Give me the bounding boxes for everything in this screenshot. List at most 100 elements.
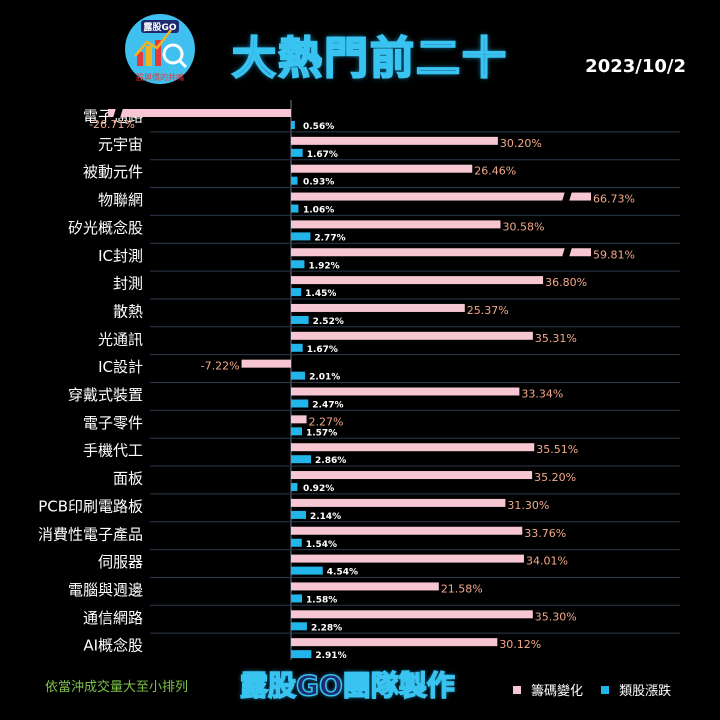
chip-value-label: 25.37% bbox=[467, 304, 509, 317]
category-label: 消費性電子產品 bbox=[38, 525, 143, 543]
price-value-label: 2.01% bbox=[309, 373, 340, 383]
price-value-label: 1.57% bbox=[306, 428, 337, 438]
price-bar bbox=[291, 371, 306, 380]
price-value-label: 0.92% bbox=[303, 484, 334, 494]
legend-swatch-chip bbox=[513, 685, 521, 694]
chip-bar bbox=[291, 164, 473, 173]
logo-text-top: 露股GO bbox=[143, 22, 176, 33]
logo: 露股GO 股與價的共鳴 bbox=[125, 14, 195, 84]
chip-value-label: 31.30% bbox=[507, 499, 549, 512]
legend-item-price: 類股漲跌 bbox=[601, 680, 671, 699]
chip-bar bbox=[291, 638, 498, 647]
price-bar bbox=[291, 427, 302, 436]
chip-bar bbox=[291, 303, 465, 312]
price-value-label: 1.67% bbox=[307, 345, 338, 355]
logo-text-bottom: 股與價的共鳴 bbox=[136, 72, 184, 82]
category-label: 面板 bbox=[113, 470, 143, 488]
chip-bar bbox=[291, 387, 520, 396]
chip-bar bbox=[291, 582, 439, 591]
price-bar bbox=[291, 399, 309, 408]
legend-label-chip: 籌碼變化 bbox=[531, 684, 584, 699]
price-value-label: 1.06% bbox=[303, 206, 334, 216]
sort-note: 依當沖成交量大至小排列 bbox=[45, 680, 189, 695]
price-value-label: 2.28% bbox=[311, 623, 342, 633]
price-value-label: 2.77% bbox=[314, 233, 345, 243]
category-label: 光通訊 bbox=[98, 330, 143, 348]
price-bar bbox=[291, 566, 323, 575]
chip-value-label: 35.20% bbox=[534, 471, 576, 484]
legend-label-price: 類股漲跌 bbox=[619, 684, 672, 699]
chip-bar bbox=[291, 276, 544, 285]
category-label: 穿戴式裝置 bbox=[68, 386, 143, 404]
price-value-label: 0.56% bbox=[303, 122, 334, 132]
chip-value-label: 21.58% bbox=[441, 582, 483, 595]
chip-bar bbox=[291, 443, 535, 452]
price-value-label: 2.52% bbox=[313, 317, 344, 327]
price-value-label: 1.92% bbox=[308, 261, 339, 271]
price-bar bbox=[291, 343, 303, 352]
price-bar bbox=[291, 455, 312, 464]
category-label: 通信網路 bbox=[83, 609, 143, 627]
chip-bar bbox=[291, 192, 591, 201]
price-value-label: 1.67% bbox=[307, 150, 338, 160]
category-label: 封測 bbox=[113, 275, 143, 293]
price-bar bbox=[291, 176, 298, 185]
price-value-label: 1.58% bbox=[306, 595, 337, 605]
price-value-label: 1.45% bbox=[305, 289, 336, 299]
chip-bar bbox=[291, 471, 533, 480]
chip-value-label: 34.01% bbox=[526, 555, 568, 568]
price-bar bbox=[291, 260, 305, 269]
price-bar bbox=[291, 622, 307, 631]
price-bar bbox=[291, 483, 298, 492]
chart: 電子通路-26.71%0.56%元宇宙30.20%1.67%被動元件26.46%… bbox=[38, 100, 680, 660]
price-bar bbox=[291, 510, 306, 519]
price-bar bbox=[291, 650, 312, 659]
category-label: 電腦與週邊 bbox=[68, 581, 143, 599]
chip-bar bbox=[291, 136, 498, 145]
chip-bar bbox=[291, 526, 523, 535]
axis-break-mark bbox=[562, 191, 572, 202]
chip-value-label: -7.22% bbox=[201, 360, 240, 373]
chip-value-label: 35.30% bbox=[535, 610, 577, 623]
chip-bar bbox=[291, 415, 307, 424]
chip-bar bbox=[291, 220, 501, 229]
price-bar bbox=[291, 204, 299, 213]
chip-value-label: 35.51% bbox=[536, 443, 578, 456]
chip-bar bbox=[291, 554, 524, 563]
chip-value-label: 59.81% bbox=[593, 248, 635, 261]
chip-bar bbox=[108, 109, 291, 117]
category-label: 電子零件 bbox=[83, 414, 143, 432]
chip-value-label: 66.73% bbox=[593, 193, 635, 206]
price-value-label: 2.14% bbox=[310, 512, 341, 522]
chart-date: 2023/10/2 bbox=[585, 56, 686, 77]
price-bar bbox=[291, 232, 311, 241]
chip-value-label: 33.76% bbox=[524, 527, 566, 540]
price-bar bbox=[291, 148, 303, 157]
price-value-label: 2.91% bbox=[315, 651, 346, 660]
chip-value-label: 30.12% bbox=[499, 638, 541, 651]
category-label: 手機代工 bbox=[83, 442, 143, 460]
chip-value-label: 33.34% bbox=[521, 388, 563, 401]
category-label: 矽光概念股 bbox=[68, 219, 143, 237]
price-bar bbox=[291, 121, 295, 129]
chart-legend: 籌碼變化 類股漲跌 bbox=[513, 680, 685, 699]
price-value-label: 1.54% bbox=[306, 540, 337, 550]
chip-value-label: 35.31% bbox=[535, 332, 577, 345]
price-bar bbox=[291, 315, 309, 324]
category-label: IC封測 bbox=[98, 247, 143, 265]
legend-item-chip: 籌碼變化 bbox=[513, 680, 583, 699]
chip-bar bbox=[291, 248, 591, 257]
category-label: 被動元件 bbox=[83, 163, 143, 181]
category-label: 元宇宙 bbox=[98, 135, 143, 153]
chip-bar bbox=[291, 331, 533, 340]
category-label: 伺服器 bbox=[98, 553, 143, 571]
chip-value-label: 2.27% bbox=[309, 415, 344, 428]
chip-bar bbox=[241, 359, 291, 368]
category-label: IC設計 bbox=[98, 358, 143, 376]
price-value-label: 4.54% bbox=[327, 568, 358, 578]
chip-bar bbox=[291, 498, 506, 507]
axis-break-mark bbox=[562, 247, 572, 258]
legend-swatch-price bbox=[601, 685, 610, 694]
price-bar bbox=[291, 538, 302, 547]
team-credit: 露股GO團隊製作 bbox=[239, 668, 455, 703]
